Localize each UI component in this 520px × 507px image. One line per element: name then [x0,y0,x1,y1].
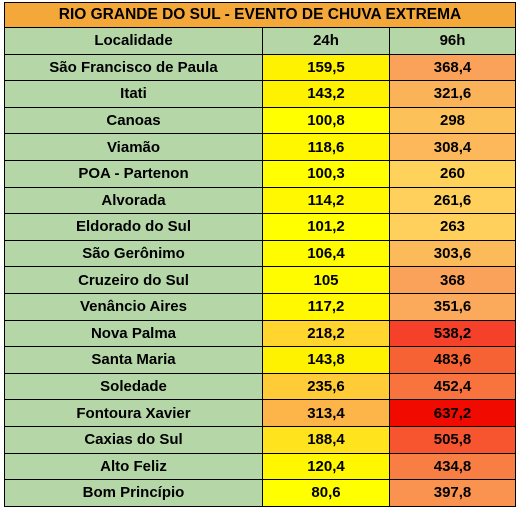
cell-localidade: Soledade [4,372,263,401]
table-row: Cruzeiro do Sul 105 368 [4,266,517,294]
cell-24h: 117,2 [262,292,390,321]
cell-96h: 538,2 [388,319,517,348]
header-row: Localidade 24h 96h [4,27,517,55]
header-24h: 24h [262,27,390,55]
cell-96h: 452,4 [388,372,517,401]
cell-96h: 368 [388,266,517,294]
table-body: São Francisco de Paula 159,5 368,4 Itati 143… [4,53,517,507]
cell-96h: 397,8 [388,479,517,507]
cell-24h: 80,6 [262,479,390,507]
cell-96h: 260 [388,159,517,188]
cell-24h: 143,8 [262,346,390,374]
table-row: Eldorado do Sul 101,2 263 [4,213,517,241]
cell-96h: 321,6 [388,80,517,108]
table-row: Fontoura Xavier 313,4 637,2 [4,399,517,427]
cell-24h: 120,4 [262,452,390,481]
rainfall-table: RIO GRANDE DO SUL - EVENTO DE CHUVA EXTR… [3,2,517,507]
table-row: Venâncio Aires 117,2 351,6 [4,292,517,321]
cell-localidade: Canoas [4,106,263,135]
cell-localidade: Bom Princípio [4,479,263,507]
cell-localidade: Caxias do Sul [4,425,263,454]
cell-96h: 298 [388,106,517,135]
table-row: São Francisco de Paula 159,5 368,4 [4,53,517,82]
cell-24h: 188,4 [262,425,390,454]
cell-24h: 235,6 [262,372,390,401]
cell-localidade: São Francisco de Paula [4,53,263,82]
table-row: Bom Princípio 80,6 397,8 [4,479,517,507]
cell-localidade: Viamão [4,133,263,161]
table-row: São Gerônimo 106,4 303,6 [4,239,517,268]
cell-96h: 434,8 [388,452,517,481]
cell-96h: 368,4 [388,53,517,82]
cell-localidade: Eldorado do Sul [4,213,263,241]
table-row: Viamão 118,6 308,4 [4,133,517,161]
table-row: Canoas 100,8 298 [4,106,517,135]
cell-24h: 159,5 [262,53,390,82]
rainfall-table-frame: RIO GRANDE DO SUL - EVENTO DE CHUVA EXTR… [3,2,517,507]
cell-24h: 100,8 [262,106,390,135]
cell-24h: 313,4 [262,399,390,427]
table-row: Soledade 235,6 452,4 [4,372,517,401]
cell-96h: 637,2 [388,399,517,427]
cell-96h: 483,6 [388,346,517,374]
header-localidade: Localidade [4,27,263,55]
cell-24h: 106,4 [262,239,390,268]
cell-localidade: Venâncio Aires [4,292,263,321]
cell-24h: 101,2 [262,213,390,241]
cell-localidade: Santa Maria [4,346,263,374]
cell-96h: 505,8 [388,425,517,454]
cell-localidade: Alvorada [4,186,263,215]
cell-24h: 105 [262,266,390,294]
cell-24h: 114,2 [262,186,390,215]
table-row: Alvorada 114,2 261,6 [4,186,517,215]
cell-96h: 308,4 [388,133,517,161]
cell-localidade: Fontoura Xavier [4,399,263,427]
table-row: Caxias do Sul 188,4 505,8 [4,425,517,454]
title-row: RIO GRANDE DO SUL - EVENTO DE CHUVA EXTR… [3,2,517,28]
cell-24h: 118,6 [262,133,390,161]
table-row: Santa Maria 143,8 483,6 [4,346,517,374]
cell-localidade: Alto Feliz [4,452,263,481]
table-row: Itati 143,2 321,6 [4,80,517,108]
table-row: POA - Partenon 100,3 260 [4,159,517,188]
cell-96h: 351,6 [388,292,517,321]
table-row: Nova Palma 218,2 538,2 [4,319,517,348]
cell-96h: 263 [388,213,517,241]
cell-localidade: Itati [4,80,263,108]
cell-localidade: Cruzeiro do Sul [4,266,263,294]
cell-24h: 218,2 [262,319,390,348]
cell-96h: 303,6 [388,239,517,268]
table-row: Alto Feliz 120,4 434,8 [4,452,517,481]
cell-localidade: São Gerônimo [4,239,263,268]
cell-24h: 100,3 [262,159,390,188]
cell-localidade: Nova Palma [4,319,263,348]
header-96h: 96h [388,27,517,55]
table-title: RIO GRANDE DO SUL - EVENTO DE CHUVA EXTR… [3,2,517,28]
cell-localidade: POA - Partenon [4,159,263,188]
cell-24h: 143,2 [262,80,390,108]
cell-96h: 261,6 [388,186,517,215]
